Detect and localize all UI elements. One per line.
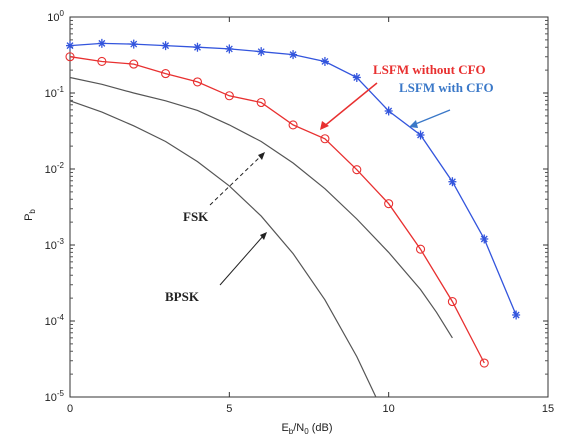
data-point-lsfm-with-cfo [66,41,74,51]
data-point-lsfm-with-cfo [448,177,457,187]
annotation-fsk: FSK [183,209,209,224]
data-point-lsfm-with-cfo [480,234,489,244]
x-axis-ticks: 0 5 10 15 [67,17,554,415]
data-point-lsfm-without-cfo [161,69,171,79]
arrow-bpsk [219,234,265,286]
data-point-lsfm-with-cfo [193,42,202,52]
data-point-lsfm-without-cfo [65,52,75,62]
series-layer [65,38,521,398]
data-point-lsfm-with-cfo [97,38,106,48]
data-point-lsfm-with-cfo [512,310,521,320]
arrow-lsfm-with-cfo [412,109,451,126]
y-tick-label: 10-1 [45,85,65,100]
data-point-lsfm-with-cfo [225,44,234,54]
x-tick-label: 0 [67,403,73,415]
data-point-lsfm-without-cfo [97,56,107,67]
data-point-lsfm-without-cfo [479,358,489,368]
annotation-bpsk: BPSK [165,289,200,304]
data-point-lsfm-without-cfo [447,297,457,307]
arrow-fsk [209,154,263,206]
data-point-lsfm-without-cfo [224,91,234,101]
data-point-lsfm-with-cfo [161,41,170,51]
data-point-lsfm-with-cfo [289,50,298,60]
data-point-lsfm-with-cfo [129,39,138,49]
annotation-lsfm-with-cfo: LSFM with CFO [399,80,494,95]
data-point-lsfm-with-cfo [384,106,393,116]
annotation-arrows [209,82,451,286]
arrowhead-fsk [258,152,265,160]
series-line-fsk [69,76,453,339]
x-tick-label: 5 [226,403,232,415]
y-tick-label: 10-3 [45,237,65,252]
y-tick-label: 10-4 [45,313,65,328]
data-point-lsfm-without-cfo [192,77,203,87]
y-tick-label: 100 [47,9,64,24]
data-point-lsfm-with-cfo [257,47,266,57]
data-point-lsfm-without-cfo [320,134,330,144]
data-point-lsfm-without-cfo [256,97,266,108]
y-axis-ticks: 100 10-1 10-2 10-3 10-4 10-5 [45,9,548,404]
data-point-lsfm-with-cfo [352,72,361,82]
x-tick-label: 10 [383,403,395,415]
annotation-lsfm-without-cfo: LSFM without CFO [373,62,486,77]
y-tick-label: 10-5 [45,389,65,404]
data-point-lsfm-without-cfo [352,165,362,175]
arrowhead-lsfm-without-cfo [320,121,329,130]
x-tick-label: 15 [542,403,554,415]
series-line-lsfm-without-cfo [69,56,485,364]
arrow-lsfm-without-cfo [321,82,378,129]
y-tick-label: 10-2 [45,161,65,176]
data-point-lsfm-with-cfo [320,56,329,66]
data-point-lsfm-without-cfo [129,59,139,69]
data-point-lsfm-without-cfo [384,199,394,209]
x-axis-label: Eb/N0 (dB) [281,422,332,436]
data-point-lsfm-with-cfo [416,130,425,140]
plot-frame [69,16,549,398]
arrowhead-lsfm-with-cfo [409,120,418,128]
data-point-lsfm-without-cfo [415,244,426,254]
data-point-lsfm-without-cfo [288,120,298,130]
arrowhead-bpsk [260,232,267,240]
series-line-bpsk [69,100,377,398]
y-axis-label: Pb [23,209,37,221]
